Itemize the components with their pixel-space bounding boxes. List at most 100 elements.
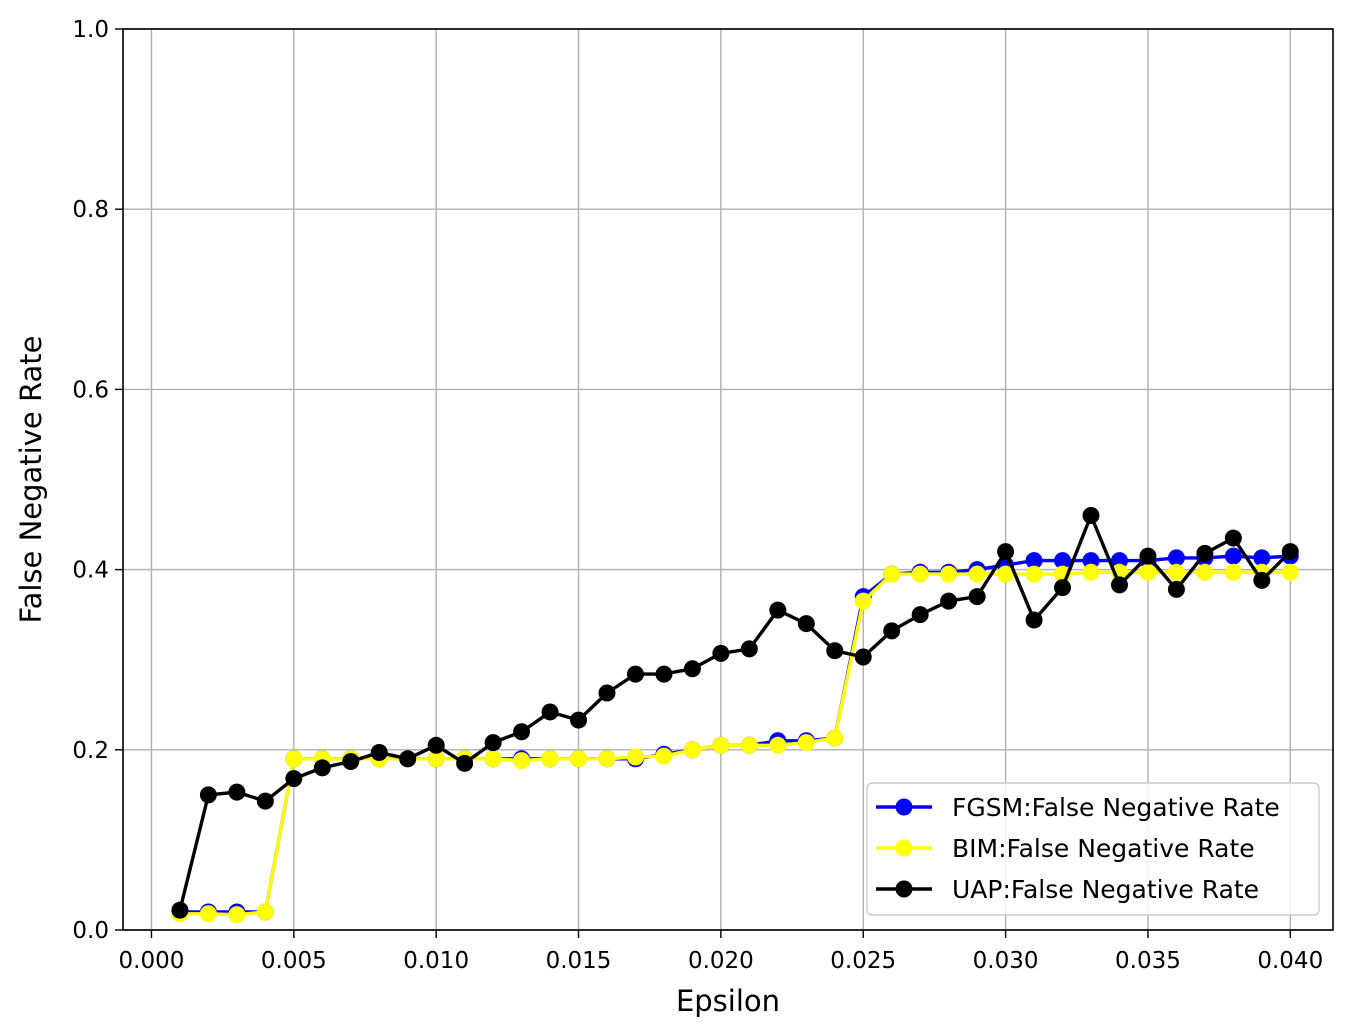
data-point: [740, 640, 758, 658]
data-point: [911, 565, 929, 583]
x-tick-label: 0.000: [119, 948, 185, 974]
data-point: [854, 592, 872, 610]
data-point: [1281, 543, 1299, 561]
y-tick-label: 1.0: [72, 17, 109, 43]
data-point: [769, 601, 787, 619]
data-point: [199, 905, 217, 923]
data-point: [797, 615, 815, 633]
series-3: [171, 507, 1299, 919]
data-point: [1196, 563, 1214, 581]
legend-label: FGSM:False Negative Rate: [952, 793, 1280, 822]
legend-item: FGSM:False Negative Rate: [876, 793, 1280, 822]
legend-item: BIM:False Negative Rate: [876, 834, 1255, 863]
data-point: [370, 744, 388, 762]
x-axis-label: Epsilon: [676, 984, 780, 1018]
data-point: [570, 711, 588, 729]
data-point: [826, 729, 844, 747]
x-tick-label: 0.010: [403, 948, 469, 974]
data-point: [228, 783, 246, 801]
data-point: [712, 644, 730, 662]
data-point: [1139, 547, 1157, 565]
data-point: [1025, 552, 1043, 570]
data-point: [626, 665, 644, 683]
data-point: [968, 588, 986, 606]
data-point: [1025, 565, 1043, 583]
y-tick-label: 0.2: [72, 738, 109, 764]
data-point: [1025, 611, 1043, 629]
data-point: [256, 792, 274, 810]
data-point: [769, 736, 787, 754]
series-line: [178, 513, 1292, 911]
x-tick-label: 0.020: [688, 948, 754, 974]
data-point: [626, 748, 644, 766]
data-point: [513, 723, 531, 741]
data-point: [1253, 571, 1271, 589]
data-point: [1224, 547, 1242, 565]
legend-label: BIM:False Negative Rate: [952, 834, 1255, 863]
data-point: [1224, 529, 1242, 547]
legend-marker: [895, 798, 913, 816]
data-point: [427, 736, 445, 754]
data-point: [484, 750, 502, 768]
legend: FGSM:False Negative Rate BIM:False Negati…: [866, 782, 1320, 916]
data-point: [285, 750, 303, 768]
plot-frame: [122, 28, 1334, 931]
x-tick-label: 0.025: [830, 948, 896, 974]
data-point: [1054, 552, 1072, 570]
data-point: [171, 901, 189, 919]
data-point: [940, 565, 958, 583]
data-point: [1167, 563, 1185, 581]
data-point: [883, 622, 901, 640]
y-tick-label: 0.0: [72, 918, 109, 944]
data-point: [655, 665, 673, 683]
data-point: [199, 786, 217, 804]
data-point: [541, 703, 559, 721]
data-point: [997, 543, 1015, 561]
data-point: [598, 684, 616, 702]
data-point: [541, 750, 559, 768]
x-ticks: 0.000 0.005 0.010 0.015 0.020 0.025 0.030 0.035…: [119, 930, 1323, 974]
data-point: [1082, 563, 1100, 581]
data-point: [598, 750, 616, 768]
data-point: [256, 903, 274, 921]
data-point: [570, 750, 588, 768]
data-point: [1139, 563, 1157, 581]
data-point: [740, 736, 758, 754]
data-point: [997, 565, 1015, 583]
data-point: [968, 565, 986, 583]
data-point: [1110, 576, 1128, 594]
data-point: [1167, 549, 1185, 567]
data-point: [1224, 563, 1242, 581]
y-tick-label: 0.6: [72, 377, 109, 403]
y-tick-label: 0.8: [72, 197, 109, 223]
data-point: [1110, 552, 1128, 570]
data-point: [1281, 563, 1299, 581]
legend-box: [866, 782, 1320, 916]
data-point: [940, 592, 958, 610]
data-point: [513, 752, 531, 770]
series-layer: [171, 507, 1299, 924]
data-point: [1196, 544, 1214, 562]
data-point: [399, 750, 417, 768]
data-point: [285, 770, 303, 788]
series-2: [171, 563, 1299, 924]
data-point: [1167, 580, 1185, 598]
data-point: [313, 759, 331, 777]
legend-item: UAP:False Negative Rate: [876, 875, 1259, 904]
data-point: [1082, 552, 1100, 570]
data-point: [911, 606, 929, 624]
series-line: [179, 570, 1291, 917]
legend-marker: [895, 839, 913, 857]
data-point: [342, 753, 360, 771]
data-point: [1054, 579, 1072, 597]
data-point: [712, 736, 730, 754]
data-point: [1082, 507, 1100, 525]
x-tick-label: 0.015: [546, 948, 612, 974]
legend-label: UAP:False Negative Rate: [952, 875, 1259, 904]
data-point: [883, 565, 901, 583]
data-point: [683, 741, 701, 759]
data-point: [456, 754, 474, 772]
data-point: [683, 660, 701, 678]
y-axis-label: False Negative Rate: [14, 336, 48, 624]
